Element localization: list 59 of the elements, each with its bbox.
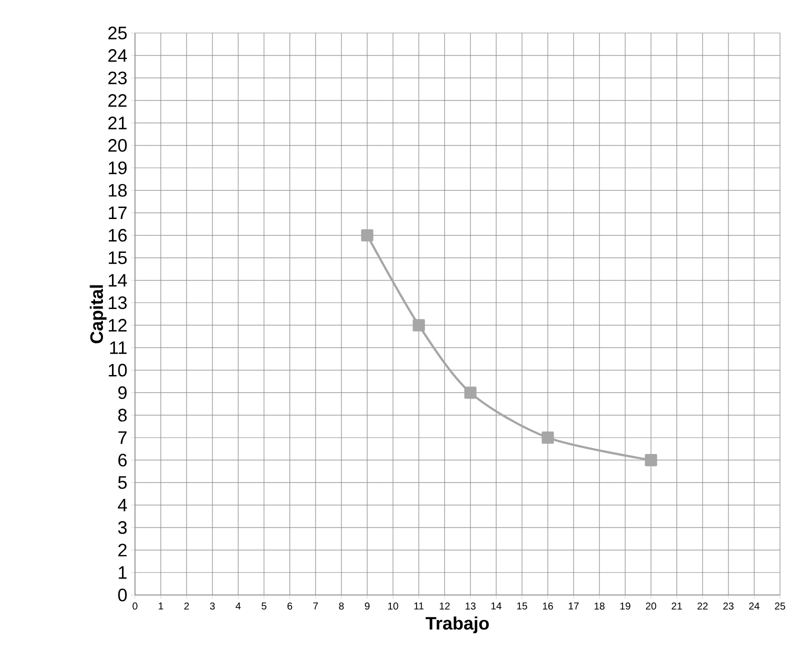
x-tick-label: 8 <box>339 602 344 610</box>
x-axis-title: Trabajo <box>426 616 489 634</box>
point <box>412 319 425 332</box>
x-tick-label: 2 <box>184 602 189 610</box>
x-tick-label: 14 <box>491 602 502 610</box>
x-tick-label: 0 <box>132 602 138 610</box>
x-tick-label: 25 <box>774 602 786 610</box>
y-tick-label: 6 <box>118 454 127 466</box>
x-tick-label: 22 <box>698 602 708 610</box>
x-tick-label: 12 <box>440 602 450 610</box>
point <box>464 386 476 399</box>
y-tick-label: 25 <box>108 26 127 40</box>
x-tick-label: 10 <box>388 602 398 610</box>
x-tick-label: 19 <box>620 602 630 610</box>
x-tick-label: 20 <box>646 602 656 610</box>
x-tick-label: 11 <box>414 602 424 610</box>
x-tick-label: 1 <box>158 602 164 610</box>
y-tick-label: 11 <box>110 342 127 354</box>
y-tick-label: 4 <box>118 498 127 512</box>
point <box>542 432 554 444</box>
y-tick-label: 13 <box>108 296 127 310</box>
y-tick-label: 7 <box>118 431 127 444</box>
y-tick-label: 3 <box>118 521 127 534</box>
x-tick-label: 13 <box>466 602 476 610</box>
x-tick-label: 6 <box>288 602 292 610</box>
x-tick-label: 16 <box>543 602 553 610</box>
point <box>644 454 658 466</box>
x-tick-label: 21 <box>672 602 682 610</box>
y-axis-title: Capital <box>90 285 107 344</box>
y-tick-label: 21 <box>108 116 127 130</box>
x-tick-label: 18 <box>594 602 605 610</box>
y-tick-label: 18 <box>108 184 127 197</box>
point <box>361 229 374 242</box>
y-tick-label: 17 <box>108 206 127 220</box>
x-tick-label: 3 <box>210 602 215 610</box>
x-tick-label: 7 <box>313 602 318 610</box>
y-tick-label: 0 <box>118 588 127 602</box>
y-tick-label: 5 <box>118 476 127 489</box>
y-tick-label: 9 <box>118 386 127 400</box>
y-tick-label: 23 <box>108 72 127 84</box>
y-tick-label: 8 <box>118 408 127 422</box>
y-tick-label: 12 <box>108 318 127 332</box>
y-tick-label: 24 <box>108 49 127 62</box>
x-tick-label: 24 <box>749 602 760 610</box>
y-tick-label: 19 <box>108 161 127 174</box>
y-tick-label: 1 <box>118 566 127 579</box>
y-tick-label: 16 <box>108 228 127 242</box>
x-tick-label: 5 <box>262 602 266 610</box>
y-tick-label: 20 <box>108 139 127 152</box>
y-tick-label: 14 <box>108 274 127 286</box>
y-tick-label: 2 <box>118 544 127 556</box>
y-tick-label: 15 <box>108 252 127 264</box>
x-tick-label: 23 <box>723 602 734 610</box>
x-tick-label: 9 <box>364 602 370 610</box>
x-tick-label: 17 <box>568 602 579 610</box>
x-tick-label: 15 <box>517 602 528 610</box>
y-tick-label: 22 <box>108 94 127 107</box>
y-tick-label: 10 <box>108 364 127 377</box>
x-tick-label: 4 <box>236 602 241 610</box>
